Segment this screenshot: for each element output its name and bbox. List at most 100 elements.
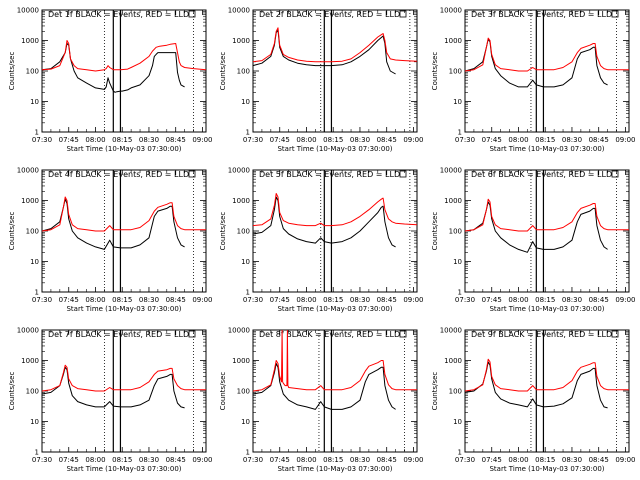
x-tick-label: 08:00	[296, 456, 316, 464]
y-tick-label: 100	[237, 68, 250, 76]
series-line-events	[42, 366, 185, 409]
y-tick-label: 10000	[228, 327, 250, 335]
series-line-events	[42, 198, 185, 250]
y-tick-label: 1	[246, 449, 250, 457]
panel-title: Det 2f BLACK = Events, RED = LLD	[259, 10, 400, 19]
x-tick-label: 09:00	[192, 136, 212, 144]
detector-panel-7: Det 7f BLACK = Events, RED = LLD 1 10 100 10…	[8, 327, 213, 474]
plot-frame	[41, 329, 207, 453]
x-tick-label: 09:00	[403, 136, 423, 144]
y-tick-label: 100	[449, 388, 462, 396]
detector-panel-9: Det 9f BLACK = Events, RED = LLD 1 10 100 10…	[431, 327, 636, 474]
y-axis-label: Counts/sec	[8, 52, 16, 91]
y-tick-label: 10000	[440, 327, 462, 335]
detector-panel-3: Det 3f BLACK = Events, RED = LLD 1 10 100 10…	[431, 7, 636, 154]
x-tick-label: 08:45	[377, 456, 397, 464]
series-line-lld	[465, 198, 629, 232]
series-group	[253, 193, 417, 248]
series-line-events	[253, 363, 396, 410]
x-tick-label: 07:45	[59, 296, 79, 304]
y-tick-label: 100	[449, 68, 462, 76]
y-tick-label: 100	[237, 388, 250, 396]
x-tick-label: 09:00	[403, 296, 423, 304]
series-line-lld	[465, 358, 629, 392]
x-tick-label: 07:45	[482, 456, 502, 464]
y-axis-label: Counts/sec	[219, 372, 227, 411]
x-tick-label: 08:15	[323, 456, 343, 464]
corner-marker	[399, 10, 407, 18]
detector-panel-8: Det 8f BLACK = Events, RED = LLD 1 10 100 10…	[219, 327, 424, 474]
x-axis-label: Start Time (10-May-03 07:30:00)	[66, 145, 181, 153]
panel-title: Det 6f BLACK = Events, RED = LLD	[471, 170, 612, 179]
panel-title: Det 9f BLACK = Events, RED = LLD	[471, 330, 612, 339]
y-tick-label: 10000	[228, 167, 250, 175]
x-tick-label: 07:45	[482, 136, 502, 144]
y-tick-label: 100	[449, 228, 462, 236]
y-axis-label: Counts/sec	[431, 52, 439, 91]
detector-panel-5: Det 5f BLACK = Events, RED = LLD 1 10 100 10…	[219, 167, 424, 314]
x-tick-label: 08:30	[350, 296, 370, 304]
plot-frame	[464, 169, 630, 293]
series-group	[465, 37, 629, 88]
y-axis-label: Counts/sec	[8, 372, 16, 411]
x-tick-label: 09:00	[192, 456, 212, 464]
y-tick-label: 10000	[440, 7, 462, 15]
x-tick-label: 08:45	[589, 296, 609, 304]
x-tick-label: 07:30	[243, 456, 263, 464]
series-line-lld	[42, 196, 206, 232]
x-axis-label: Start Time (10-May-03 07:30:00)	[66, 305, 181, 313]
x-tick-label: 08:30	[562, 296, 582, 304]
series-line-events	[465, 201, 608, 253]
x-tick-label: 08:30	[139, 296, 159, 304]
panel-title: Det 8f BLACK = Events, RED = LLD	[259, 330, 400, 339]
y-tick-label: 100	[26, 68, 39, 76]
y-tick-label: 10000	[17, 167, 39, 175]
y-tick-label: 1000	[232, 37, 250, 45]
x-tick-label: 07:45	[59, 136, 79, 144]
series-group	[42, 364, 206, 409]
x-axis-label: Start Time (10-May-03 07:30:00)	[277, 465, 392, 473]
x-tick-label: 08:00	[508, 456, 528, 464]
plot-frame	[252, 329, 418, 453]
x-tick-label: 08:00	[296, 136, 316, 144]
x-tick-label: 08:45	[377, 136, 397, 144]
y-tick-label: 1000	[21, 37, 39, 45]
x-tick-label: 08:00	[85, 136, 105, 144]
x-tick-label: 08:30	[562, 136, 582, 144]
y-tick-label: 1	[35, 449, 39, 457]
y-tick-label: 1000	[232, 197, 250, 205]
y-tick-label: 1000	[21, 197, 39, 205]
x-tick-label: 07:30	[455, 136, 475, 144]
x-tick-label: 08:30	[562, 456, 582, 464]
x-tick-label: 07:30	[455, 296, 475, 304]
x-tick-label: 07:45	[270, 456, 290, 464]
x-axis-label: Start Time (10-May-03 07:30:00)	[489, 145, 604, 153]
y-tick-label: 1000	[21, 357, 39, 365]
x-tick-label: 07:30	[32, 456, 52, 464]
x-tick-label: 08:45	[589, 456, 609, 464]
series-line-events	[253, 196, 396, 248]
y-axis-label: Counts/sec	[8, 212, 16, 251]
x-tick-label: 08:15	[112, 456, 132, 464]
y-axis-label: Counts/sec	[431, 212, 439, 251]
x-tick-label: 08:00	[85, 456, 105, 464]
y-axis-label: Counts/sec	[219, 52, 227, 91]
corner-marker	[611, 10, 619, 18]
corner-marker	[611, 330, 619, 338]
corner-marker	[188, 10, 196, 18]
y-tick-label: 1000	[232, 357, 250, 365]
y-tick-label: 1	[458, 449, 462, 457]
x-tick-label: 08:30	[350, 136, 370, 144]
x-tick-label: 07:30	[243, 296, 263, 304]
series-line-lld	[253, 193, 417, 227]
panel-title: Det 3f BLACK = Events, RED = LLD	[471, 10, 612, 19]
series-line-lld	[465, 37, 629, 72]
x-tick-label: 08:15	[323, 136, 343, 144]
x-axis-label: Start Time (10-May-03 07:30:00)	[66, 465, 181, 473]
series-line-events	[465, 38, 608, 88]
y-tick-label: 10	[453, 98, 462, 106]
x-tick-label: 08:45	[166, 296, 186, 304]
detector-panel-4: Det 4f BLACK = Events, RED = LLD 1 10 100 10…	[8, 167, 213, 314]
y-tick-label: 1000	[444, 357, 462, 365]
x-tick-label: 08:45	[377, 296, 397, 304]
